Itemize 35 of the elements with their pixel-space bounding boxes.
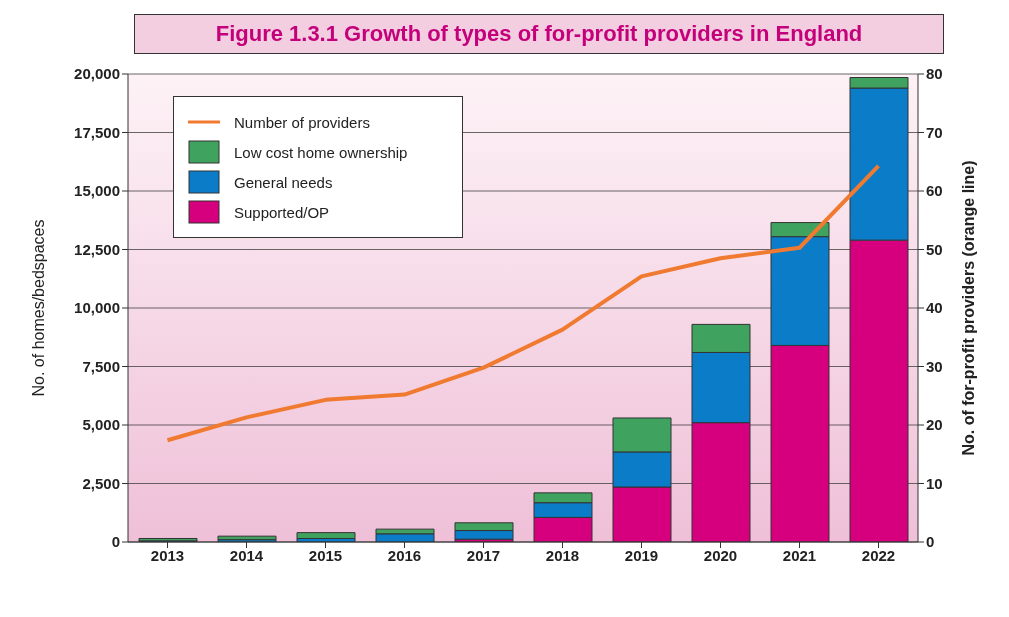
- x-tick-label: 2015: [308, 546, 343, 564]
- y-axis-title: No. of homes/bedspaces: [29, 219, 47, 397]
- y-tick-label: 17,500: [74, 123, 120, 141]
- y2-tick-label: 30: [926, 357, 943, 375]
- x-tick-label: 2018: [545, 546, 580, 564]
- chart-title: Figure 1.3.1 Growth of types of for-profit providers in England: [215, 21, 863, 47]
- y-tick-label: 15,000: [74, 182, 120, 200]
- x-tick-label: 2017: [466, 546, 501, 564]
- x-tick-label: 2021: [782, 546, 817, 564]
- legend-label: Low cost home ownership: [234, 143, 408, 161]
- y-tick-label: 5,000: [82, 416, 120, 434]
- legend-label: General needs: [234, 173, 333, 191]
- x-tick-label: 2020: [703, 546, 738, 564]
- y-tick-label: 0: [111, 533, 120, 551]
- x-tick-label: 2016: [387, 546, 422, 564]
- y-tick-label: 10,000: [74, 299, 120, 317]
- y2-tick-label: 80: [926, 65, 943, 83]
- x-tick-label: 2014: [229, 546, 264, 564]
- y2-tick-label: 40: [926, 299, 943, 317]
- y-tick-label: 20,000: [74, 65, 120, 83]
- y2-tick-label: 50: [926, 240, 943, 258]
- y-tick-label: 12,500: [74, 240, 120, 258]
- y-tick-label: 7,500: [82, 357, 120, 375]
- legend-label: Number of providers: [234, 113, 370, 131]
- x-tick-label: 2022: [861, 546, 896, 564]
- y2-tick-label: 0: [926, 533, 935, 551]
- y2-axis-title: No. of for-profit providers (orange line): [959, 160, 977, 456]
- legend-label: Supported/OP: [234, 203, 330, 221]
- y2-tick-label: 70: [926, 123, 943, 141]
- y2-tick-label: 10: [926, 474, 943, 492]
- y2-tick-label: 20: [926, 416, 943, 434]
- y2-tick-label: 60: [926, 182, 943, 200]
- x-tick-label: 2013: [150, 546, 185, 564]
- y-tick-label: 2,500: [82, 474, 120, 492]
- x-tick-label: 2019: [624, 546, 659, 564]
